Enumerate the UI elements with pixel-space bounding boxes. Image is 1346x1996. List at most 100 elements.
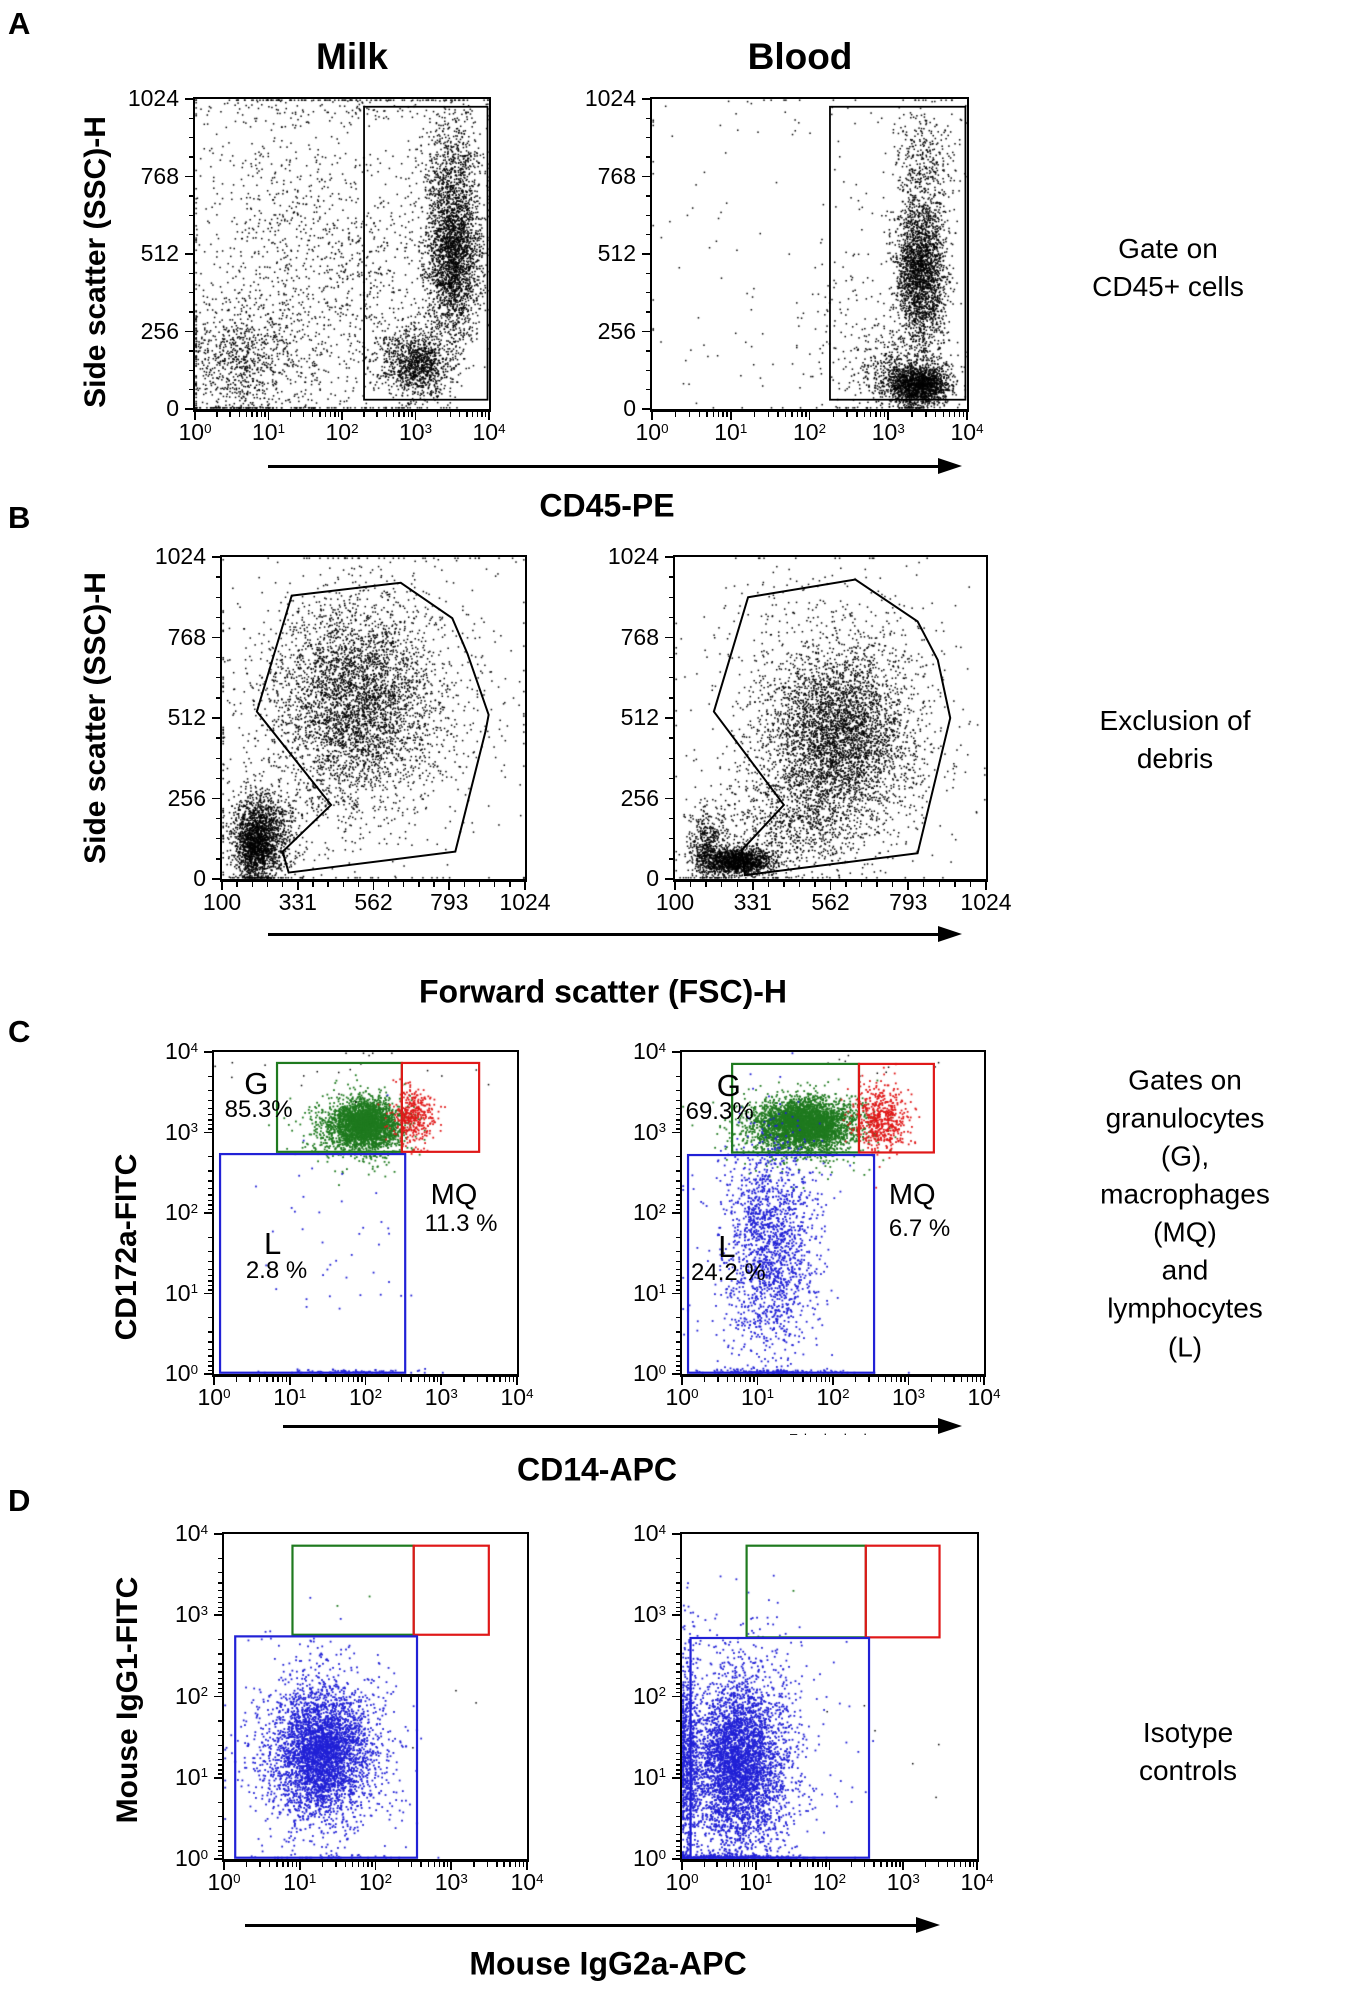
x-minor-tick xyxy=(954,1862,956,1867)
x-minor-tick xyxy=(407,412,410,417)
scatter-dots-canvas xyxy=(675,557,986,879)
y-minor-tick xyxy=(675,1815,680,1818)
x-minor-tick xyxy=(433,1377,435,1382)
x-tick-label: 100 xyxy=(207,1869,241,1895)
y-tick-label: 512 xyxy=(620,704,659,730)
x-minor-tick xyxy=(960,1377,962,1382)
y-tick-label: 102 xyxy=(174,1682,208,1709)
y-minor-tick xyxy=(207,1331,212,1333)
x-minor-tick xyxy=(736,882,738,887)
x-minor-tick xyxy=(824,1377,827,1382)
x-tick-mark xyxy=(808,412,811,420)
y-minor-tick xyxy=(675,1280,680,1282)
x-minor-tick xyxy=(722,412,724,417)
x-minor-tick xyxy=(433,882,435,887)
x-minor-tick xyxy=(417,1377,420,1382)
y-minor-tick xyxy=(207,1355,212,1357)
x-axis-arrow-a xyxy=(268,458,962,474)
y-tick-mark xyxy=(184,408,193,410)
y-minor-tick xyxy=(675,1840,680,1842)
x-tick-mark xyxy=(651,412,653,420)
x-tick-mark xyxy=(832,1377,834,1385)
y-minor-tick xyxy=(217,1687,222,1690)
gate-overlay xyxy=(218,1061,481,1374)
y-minor-tick xyxy=(217,1671,222,1673)
gate-overlay xyxy=(686,1062,935,1374)
y-tick-mark xyxy=(203,1051,212,1053)
y-minor-tick xyxy=(217,1850,222,1852)
y-minor-tick xyxy=(675,1113,680,1116)
x-minor-tick xyxy=(342,882,344,887)
y-minor-tick xyxy=(675,1854,680,1856)
x-minor-tick xyxy=(791,412,793,417)
x-minor-tick xyxy=(397,1862,399,1867)
y-minor-tick xyxy=(217,1596,222,1598)
y-tick-mark xyxy=(671,1776,680,1779)
y-tick-mark xyxy=(184,253,193,255)
y-tick-mark xyxy=(671,1614,680,1617)
y-tick-mark xyxy=(671,1533,680,1535)
x-minor-tick xyxy=(802,1377,804,1382)
y-minor-tick xyxy=(675,1355,680,1357)
y-minor-tick xyxy=(668,757,673,759)
x-tick-label: 102 xyxy=(812,1869,846,1895)
x-tick-mark xyxy=(524,882,526,890)
x-minor-tick xyxy=(675,412,677,417)
x-minor-tick xyxy=(266,882,269,887)
scatter-plot-d-blood: 100 101 102 103 104 104 103 102 101 100 xyxy=(633,1522,994,1894)
y-minor-tick xyxy=(207,1113,212,1116)
gate-rect xyxy=(745,1544,867,1639)
y-minor-tick xyxy=(675,1204,680,1206)
x-minor-tick xyxy=(329,412,332,417)
gate-label: L xyxy=(718,1229,736,1265)
y-tick-mark xyxy=(213,1533,222,1535)
x-minor-tick xyxy=(798,882,801,887)
y-minor-tick xyxy=(675,1801,680,1803)
y-minor-tick xyxy=(675,1099,680,1102)
x-tick-mark xyxy=(296,882,299,890)
x-tick-label: 102 xyxy=(358,1869,392,1895)
x-minor-tick xyxy=(891,1377,893,1382)
gate-label: MQ xyxy=(888,1179,936,1212)
x-minor-tick xyxy=(877,1377,880,1382)
x-minor-tick xyxy=(423,1377,426,1382)
y-tick-label: 0 xyxy=(646,865,659,891)
x-minor-tick xyxy=(268,1862,271,1867)
arrow-shaft xyxy=(268,933,946,936)
y-tick-label: 100 xyxy=(632,1845,666,1871)
x-minor-tick xyxy=(463,882,466,887)
y-tick-mark xyxy=(671,1695,680,1698)
y-minor-tick xyxy=(215,576,220,578)
y-minor-tick xyxy=(207,1099,212,1102)
y-minor-tick xyxy=(207,1107,212,1109)
x-minor-tick xyxy=(820,1377,822,1382)
x-minor-tick xyxy=(767,882,769,887)
x-minor-tick xyxy=(805,412,807,417)
y-minor-tick xyxy=(217,1744,222,1747)
y-minor-tick xyxy=(217,1639,222,1641)
cropped-label-artifact: –· · · · xyxy=(790,1426,874,1441)
x-tick-mark xyxy=(983,1377,985,1385)
y-minor-tick xyxy=(207,1260,212,1263)
annotation-b: Exclusion of debris xyxy=(1099,704,1251,774)
y-minor-tick xyxy=(207,1119,212,1121)
x-minor-tick xyxy=(385,412,387,417)
x-axis-arrow-b xyxy=(268,926,962,942)
y-minor-tick xyxy=(645,195,650,197)
x-minor-tick xyxy=(509,882,511,887)
gate-label: 11.3 % xyxy=(424,1210,498,1238)
gate-label: 6.7 % xyxy=(888,1214,951,1242)
y-minor-tick xyxy=(675,1601,680,1604)
x-minor-tick xyxy=(751,1862,754,1867)
x-tick-label: 1024 xyxy=(499,889,551,915)
x-minor-tick xyxy=(883,412,886,417)
y-tick-label: 104 xyxy=(164,1038,198,1064)
x-tick-mark xyxy=(213,1377,215,1385)
x-tick-mark xyxy=(194,412,196,420)
scatter-plot-b-blood: 100 331 562 793 1024 1024 768 512 256 0 xyxy=(608,545,1012,914)
gate-rect xyxy=(275,1061,403,1153)
x-minor-tick xyxy=(476,412,479,417)
y-tick-label: 768 xyxy=(167,623,206,650)
x-minor-tick xyxy=(438,1862,441,1867)
y-minor-tick xyxy=(675,1188,680,1190)
